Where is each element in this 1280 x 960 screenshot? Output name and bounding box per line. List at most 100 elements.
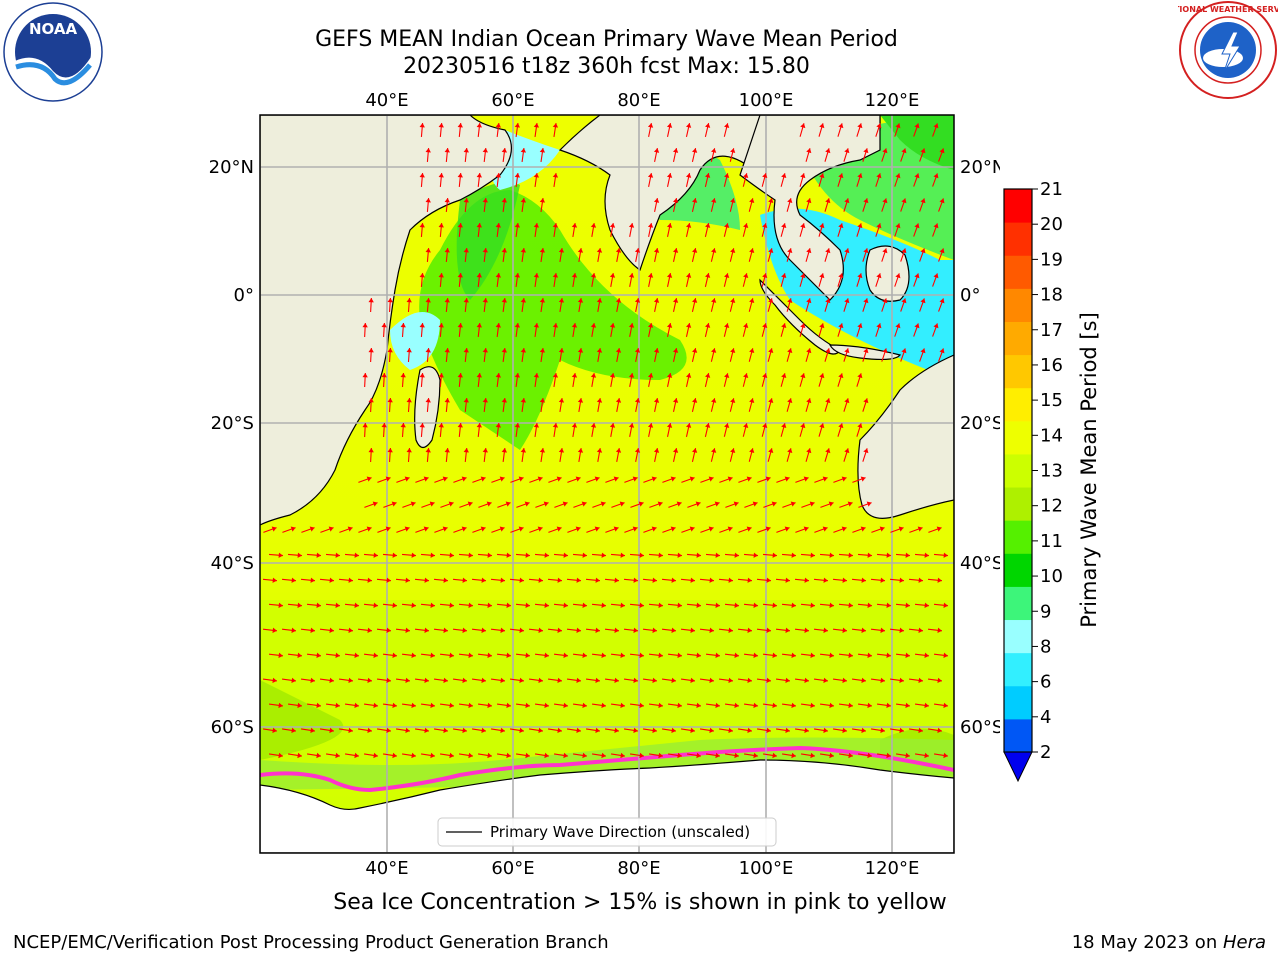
wave-arrow-head: [519, 677, 524, 684]
wave-arrow-head: [709, 577, 714, 583]
wave-arrow-head: [810, 652, 815, 658]
wave-arrow-head: [685, 273, 692, 278]
colorbar-block: [1004, 453, 1032, 488]
wave-arrow-head: [476, 423, 482, 428]
wave-arrow-head: [886, 602, 891, 608]
colorbar-tick-label: 8: [1040, 636, 1051, 657]
wave-arrow-head: [711, 348, 717, 353]
wave-arrow-head: [829, 602, 834, 608]
wave-arrow-head: [666, 173, 673, 178]
wave-arrow-head: [866, 501, 872, 507]
wave-arrow-head: [705, 423, 711, 428]
lon-label-top: 120°E: [865, 90, 920, 111]
wave-arrow-head: [552, 223, 559, 228]
wave-arrow-head: [634, 248, 641, 253]
wave-arrow-head: [443, 577, 448, 583]
wave-arrow-head: [367, 727, 372, 734]
wave-arrow-head: [743, 173, 749, 178]
wave-arrow-head: [563, 652, 568, 658]
wave-arrow-head: [538, 627, 543, 633]
wave-arrow-head: [787, 348, 793, 354]
wave-arrow-head: [857, 273, 863, 279]
colorbar-tick-label: 6: [1040, 672, 1051, 693]
wave-arrow-head: [781, 223, 787, 229]
chart-subtitle: 20230516 t18z 360h fcst Max: 15.80: [403, 54, 810, 79]
colorbar-underflow-arrow: [1003, 751, 1033, 783]
wave-arrow-head: [844, 448, 850, 454]
lon-label-top: 60°E: [491, 90, 534, 111]
wave-arrow-head: [743, 373, 749, 378]
wave-arrow-head: [672, 298, 679, 303]
wave-arrow-head: [424, 727, 429, 734]
wave-arrow-head: [518, 526, 524, 532]
wave-arrow-head: [316, 702, 321, 709]
wave-arrow-head: [487, 602, 492, 608]
wave-arrow-head: [348, 577, 353, 583]
wave-arrow-head: [562, 501, 568, 507]
wave-arrow-head: [791, 652, 796, 658]
wave-arrow-head: [310, 677, 315, 684]
wave-arrow-head: [711, 198, 717, 203]
wave-arrow-head: [658, 652, 663, 658]
wave-arrow-head: [676, 501, 682, 507]
wave-arrow-head: [366, 476, 372, 482]
wave-arrow-head: [933, 273, 939, 279]
wave-arrow-head: [671, 627, 676, 633]
sea-ice-edge: [260, 745, 954, 793]
wave-arrow-head: [425, 298, 431, 303]
sea-ice-note: Sea Ice Concentration > 15% is shown in …: [333, 890, 947, 915]
wave-arrow-head: [632, 476, 638, 482]
wave-arrow-head: [847, 501, 853, 507]
wave-arrow-head: [708, 526, 714, 532]
chart-title: GEFS MEAN Indian Ocean Primary Wave Mean…: [315, 27, 898, 52]
wave-arrow-head: [468, 702, 473, 709]
wave-arrow-head: [785, 577, 790, 583]
wave-arrow-head: [442, 526, 448, 532]
wave-arrow-head: [634, 398, 641, 403]
wave-arrow-head: [658, 552, 663, 558]
wave-arrow-head: [705, 173, 711, 178]
wave-arrow-head: [368, 398, 374, 403]
wave-arrow-head: [424, 677, 429, 684]
wave-arrow-head: [520, 348, 527, 353]
wave-arrow-head: [362, 323, 368, 328]
wave-arrow-head: [880, 577, 885, 583]
wave-arrow-head: [842, 677, 847, 684]
wave-arrow-head: [596, 248, 603, 253]
wave-arrow-head: [857, 173, 863, 179]
wave-arrow-head: [557, 727, 562, 734]
wave-arrow-head: [784, 526, 790, 532]
wave-arrow-head: [804, 577, 809, 583]
wave-arrow-head: [411, 752, 416, 759]
wave-arrow-head: [563, 702, 568, 709]
wave-arrow-head: [768, 198, 774, 204]
wave-arrow-head: [544, 752, 549, 759]
wave-arrow-head: [652, 577, 657, 583]
wave-arrow-head: [692, 398, 698, 403]
colorbar-block: [1004, 255, 1032, 289]
wave-arrow-head: [841, 526, 847, 532]
wave-arrow-head: [781, 373, 787, 379]
wave-arrow-head: [381, 323, 387, 328]
wave-arrow-head: [933, 223, 939, 229]
wave-arrow-head: [822, 526, 828, 532]
wave-arrow-head: [825, 398, 831, 404]
footer-date: 18 May 2023 on Hera: [1072, 932, 1266, 953]
wave-arrow-head: [449, 702, 454, 709]
wave-arrow-head: [727, 526, 733, 532]
colorbar-block: [1004, 354, 1032, 389]
wave-arrow-head: [772, 702, 777, 709]
wave-arrow-head: [430, 702, 435, 709]
colorbar-tick-label: 2: [1040, 742, 1051, 763]
wave-arrow-head: [838, 373, 844, 379]
wave-arrow-head: [419, 423, 425, 428]
wave-arrow-head: [806, 148, 812, 154]
wave-arrow-head: [692, 348, 698, 353]
wave-arrow-head: [806, 248, 812, 254]
wave-arrow-head: [800, 223, 806, 229]
wave-arrow-head: [316, 602, 321, 608]
wave-arrow-head: [348, 627, 353, 633]
wave-arrow-head: [787, 398, 793, 404]
wave-arrow-head: [943, 702, 948, 709]
wave-arrow-head: [501, 198, 508, 203]
